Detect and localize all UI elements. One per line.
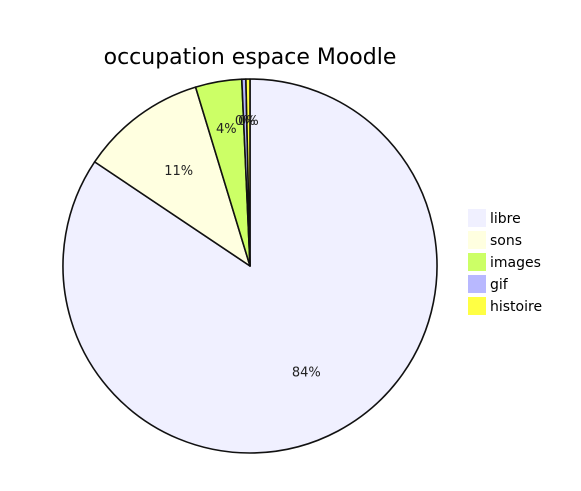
legend-swatch-gif [468,275,486,293]
pie-slice-labels: 84%11%4%0%0% [164,114,321,381]
legend-swatch-libre [468,209,486,227]
legend-label-images: images [490,255,541,271]
chart-title: occupation espace Moodle [104,45,397,70]
legend-swatch-images [468,253,486,271]
slice-label-images: 4% [216,122,237,137]
legend-swatch-histoire [468,297,486,315]
legend-label-gif: gif [490,277,509,293]
slice-label-libre: 84% [292,366,321,381]
slice-label-gif: 0% [235,114,256,129]
slice-label-histoire: 0% [238,114,259,129]
pie-slices [62,78,438,454]
legend-label-libre: libre [490,211,521,227]
pie-slice-sons [93,86,251,267]
legend-label-histoire: histoire [490,299,542,315]
slice-label-sons: 11% [164,164,193,179]
legend-swatch-sons [468,231,486,249]
legend-label-sons: sons [490,233,522,249]
pie-slice-histoire [245,78,251,267]
legend: libre sons images gif histoire [468,209,542,315]
